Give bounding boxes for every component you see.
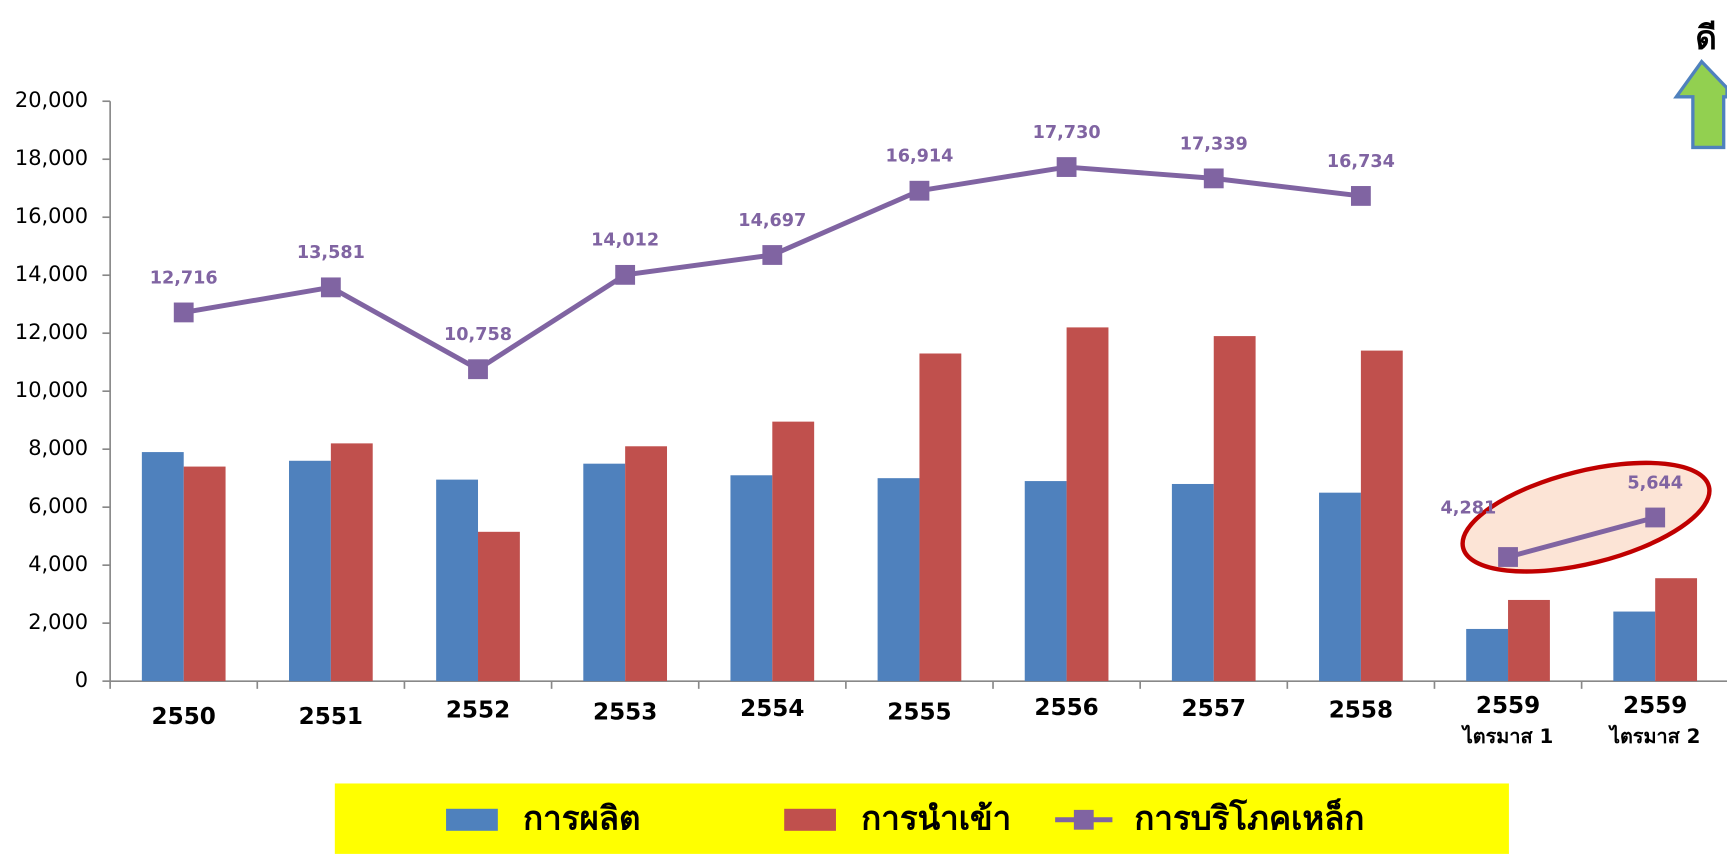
y-tick-label: 2,000	[28, 610, 88, 634]
bar	[730, 475, 773, 682]
up-arrow	[1673, 59, 1727, 150]
data-label: 5,644	[1627, 473, 1683, 493]
data-label: 13,581	[297, 243, 365, 263]
bar	[330, 443, 373, 682]
bar	[1655, 578, 1698, 682]
bar	[1508, 599, 1550, 682]
bar	[1024, 481, 1067, 682]
line-marker	[173, 302, 194, 323]
y-tick-label: 12,000	[15, 320, 88, 344]
x-tick-label: 2554	[740, 696, 804, 722]
x-tick-label: 2558	[1329, 697, 1393, 723]
bar	[1319, 492, 1361, 682]
line-marker	[909, 180, 930, 201]
bar	[1613, 611, 1656, 682]
x-tick-label: 2556	[1034, 695, 1098, 721]
line-marker	[762, 245, 783, 265]
bar	[141, 452, 184, 682]
bar	[1171, 483, 1214, 682]
line-marker	[615, 264, 636, 285]
data-label: 10,758	[444, 325, 512, 345]
line-marker	[1645, 507, 1666, 528]
x-tick-label: 2552	[446, 697, 510, 723]
line-marker	[320, 277, 341, 298]
data-label: 16,914	[885, 147, 953, 167]
y-tick-label: 4,000	[28, 552, 88, 576]
line	[183, 164, 1362, 373]
bar	[1213, 336, 1256, 682]
line-marker	[1056, 157, 1077, 177]
data-label: 17,730	[1033, 123, 1101, 143]
bar	[1466, 628, 1509, 682]
legend-label: การนำเข้า	[861, 798, 1011, 837]
data-label: 16,734	[1327, 152, 1395, 172]
y-tick-label: 0	[75, 668, 88, 692]
bar	[289, 460, 331, 682]
data-label: 14,012	[591, 231, 659, 251]
y-tick-label: 14,000	[15, 262, 88, 286]
y-tick-label: 8,000	[28, 436, 88, 460]
x-tick-label: ไตรมาส 1	[1461, 724, 1553, 748]
x-tick-label: 2559	[1476, 693, 1540, 719]
x-tick-label: 2557	[1182, 696, 1246, 722]
x-tick-label: 2553	[593, 700, 657, 726]
bar	[1066, 327, 1109, 682]
bar	[436, 479, 479, 682]
line	[1507, 515, 1656, 560]
x-tick-label: 2551	[299, 704, 363, 730]
y-tick-label: 16,000	[15, 204, 88, 228]
bar	[183, 466, 226, 682]
bar	[919, 353, 962, 682]
y-tick-label: 18,000	[15, 146, 88, 170]
bar	[625, 446, 668, 682]
legend-swatch	[1073, 809, 1094, 830]
legend-label: การผลิต	[523, 798, 640, 837]
data-label: 17,339	[1180, 134, 1248, 154]
highlight-ellipse	[1460, 460, 1712, 574]
legend-swatch	[784, 808, 836, 831]
y-tick-label: 20,000	[15, 88, 88, 112]
line-marker	[1203, 168, 1224, 189]
bar	[772, 421, 815, 682]
line-marker	[468, 359, 488, 380]
x-tick-label: 2555	[887, 700, 951, 726]
x-tick-label: ไตรมาส 2	[1608, 724, 1700, 748]
x-tick-label: 2550	[152, 704, 216, 730]
legend-label: การบริโภคเหล็ก	[1134, 797, 1364, 837]
line-marker	[1498, 547, 1518, 567]
bar	[1360, 350, 1403, 682]
annotation: ดี	[1695, 18, 1716, 57]
line-marker	[1350, 186, 1371, 206]
y-tick-label: 10,000	[15, 378, 88, 402]
legend	[334, 783, 1509, 854]
y-tick-label: 6,000	[28, 494, 88, 518]
legend-swatch	[446, 808, 498, 831]
data-label: 12,716	[150, 268, 218, 288]
bar	[877, 478, 920, 682]
data-label: 14,697	[738, 211, 806, 231]
x-tick-label: 2559	[1623, 693, 1687, 719]
bar	[583, 463, 626, 682]
bar	[478, 531, 520, 682]
data-label: 4,281	[1441, 499, 1497, 519]
